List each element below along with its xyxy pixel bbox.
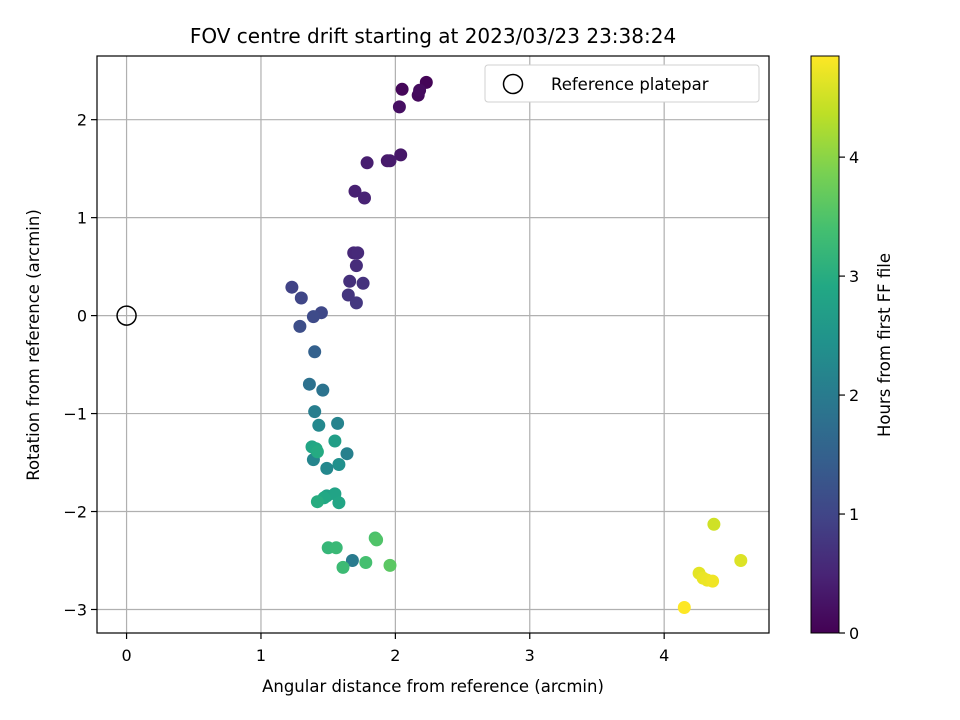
data-point: [706, 574, 720, 588]
reference-platepar-marker: [116, 305, 137, 326]
data-point: [328, 434, 342, 448]
y-tick-label: −2: [63, 503, 87, 522]
y-axis-ticks: −3 −2 −1 0 1 2: [63, 111, 97, 619]
colorbar-tick-label: 1: [849, 505, 859, 524]
colorbar-ticks: 0 1 2 3 4: [839, 148, 859, 643]
data-point: [341, 288, 355, 302]
grid-lines: [97, 56, 769, 633]
plot-frame: [96, 55, 770, 634]
data-point: [329, 541, 343, 555]
data-point: [359, 556, 373, 569]
colorbar-tick-label: 4: [849, 148, 859, 167]
data-point: [356, 276, 370, 290]
data-point: [413, 83, 427, 97]
data-point: [360, 156, 374, 170]
data-point: [308, 405, 322, 419]
x-axis-ticks: 0 1 2 3 4: [121, 633, 669, 665]
data-point: [351, 246, 365, 260]
data-point: [310, 495, 324, 509]
y-axis-label: Rotation from reference (arcmin): [24, 209, 43, 481]
colorbar-tick-label: 2: [849, 386, 859, 405]
legend: Reference platepar: [484, 64, 760, 103]
data-point: [358, 191, 371, 205]
colorbar-tick-label: 0: [849, 624, 859, 643]
colorbar-tick-label: 3: [849, 267, 859, 286]
colorbar-gradient: [810, 55, 840, 634]
colorbar: 0 1 2 3 4 Hours from first FF file: [810, 55, 894, 643]
y-tick-label: 2: [77, 111, 87, 130]
data-point: [312, 418, 326, 432]
data-point: [345, 554, 359, 567]
data-point: [395, 82, 409, 96]
data-point: [308, 345, 322, 359]
data-point: [332, 496, 346, 510]
x-tick-label: 1: [256, 646, 266, 665]
data-point: [707, 517, 721, 531]
x-axis-label: Angular distance from reference (arcmin): [262, 677, 604, 696]
data-point: [383, 558, 397, 572]
data-point: [316, 383, 330, 397]
data-point: [332, 458, 346, 471]
data-point: [343, 274, 357, 288]
data-point: [294, 291, 308, 305]
data-point: [383, 154, 397, 168]
chart-title: FOV centre drift starting at 2023/03/23 …: [190, 24, 676, 48]
data-point: [285, 280, 299, 294]
data-point: [336, 560, 350, 574]
data-point: [320, 461, 334, 475]
data-point: [306, 310, 320, 324]
data-point: [302, 377, 316, 391]
data-points: [285, 75, 748, 614]
x-tick-label: 3: [525, 646, 535, 665]
data-point: [349, 259, 363, 273]
data-point: [331, 416, 345, 430]
data-point: [734, 554, 748, 567]
data-point: [677, 601, 691, 614]
data-point: [349, 296, 363, 310]
data-point: [394, 148, 408, 162]
y-tick-label: 0: [77, 307, 87, 326]
legend-box: [484, 64, 760, 103]
data-point: [392, 100, 406, 114]
data-point: [370, 533, 384, 547]
data-point: [348, 184, 362, 198]
data-point: [293, 319, 307, 333]
plot-area: 0 1 2 3 4 −3 −2 −1 0 1 2: [63, 55, 770, 665]
y-tick-label: −3: [63, 600, 87, 619]
y-tick-label: 1: [77, 209, 87, 228]
data-point: [310, 445, 324, 459]
legend-entry-label: Reference platepar: [551, 75, 709, 94]
x-tick-label: 2: [390, 646, 400, 665]
x-tick-label: 4: [659, 646, 669, 665]
legend-reference-marker: [502, 73, 524, 95]
data-point: [340, 447, 354, 461]
x-tick-label: 0: [121, 646, 131, 665]
colorbar-label: Hours from first FF file: [875, 253, 894, 437]
y-tick-label: −1: [63, 405, 87, 424]
